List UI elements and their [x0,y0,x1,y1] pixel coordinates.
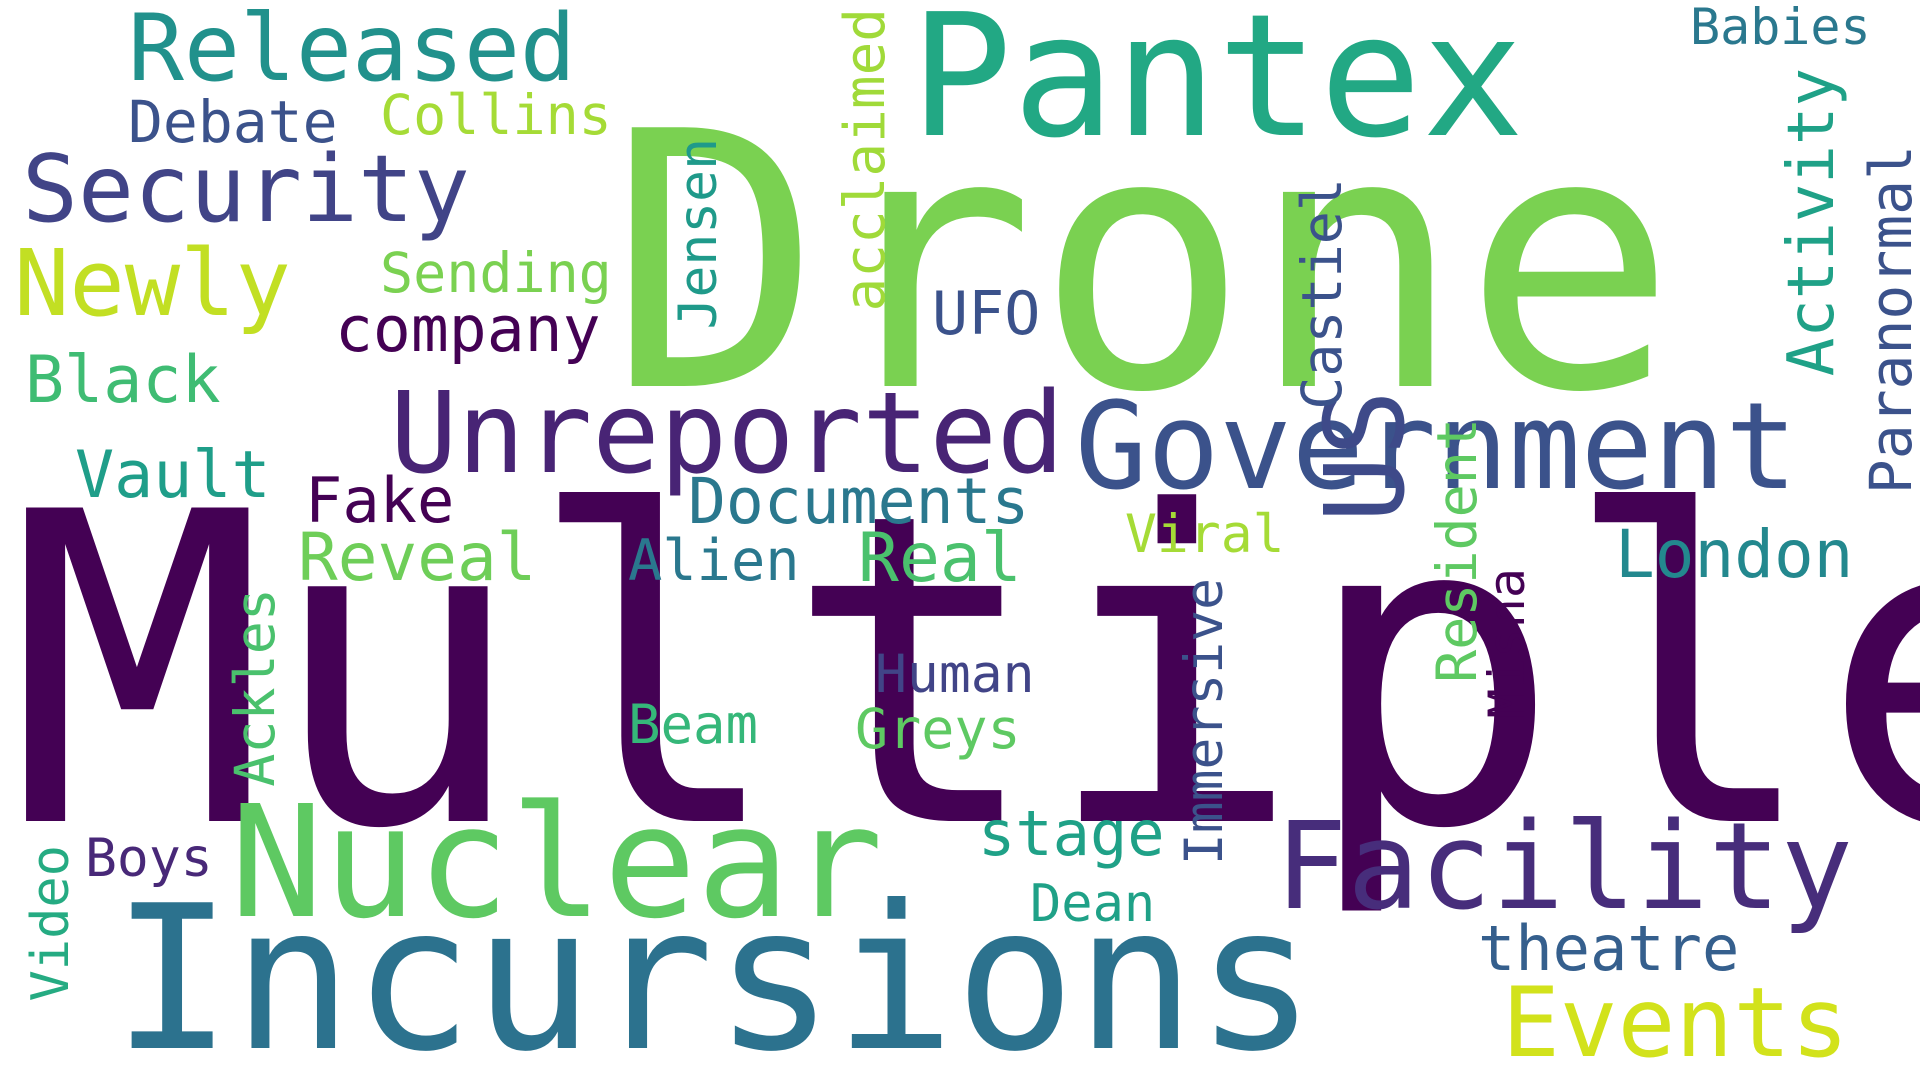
word-alien: Alien [628,528,800,594]
word-fake: Fake [305,464,455,537]
word-sending: Sending [380,241,612,305]
word-viral: Viral [1125,504,1285,565]
word-government: Government [1075,378,1798,517]
word-reveal: Reveal [298,519,537,596]
word-stage: stage [978,797,1165,870]
word-london: London [1615,516,1854,593]
word-paranormal: Paranormal [1857,145,1920,495]
word-nuclear: Nuclear [230,772,884,953]
word-jensen: Jensen [668,138,729,330]
word-babies: Babies [1690,0,1871,56]
word-pantex: Pantex [910,0,1525,176]
word-human: Human [875,644,1035,705]
word-castiel: Castiel [1290,178,1354,410]
word-multiple: Multiple [8,423,1920,923]
word-theatre: theatre [1478,912,1740,985]
word-greys: Greys [855,697,1021,761]
word-unreported: Unreported [390,369,1065,499]
word-released: Released [128,0,576,102]
word-misha: Misha [1478,568,1536,719]
word-boys: Boys [85,828,213,889]
word-events: Events [1502,967,1849,1079]
word-incursions: Incursions [112,863,1317,1080]
word-company: company [335,293,601,366]
word-beam: Beam [628,693,759,756]
word-acclaimed: acclaimed [833,8,898,312]
word-us: US [1301,390,1429,523]
word-facility: Facility [1275,798,1853,937]
word-ufo: UFO [932,279,1041,349]
word-security: Security [22,135,470,243]
word-real: Real [858,519,1022,598]
word-documents: Documents [688,465,1030,538]
word-resident: Resident [1425,418,1489,683]
word-immersive: Immersive [1174,578,1235,866]
word-dean: Dean [1030,874,1156,934]
word-video: Video [21,845,81,1002]
word-collins: Collins [380,83,612,147]
word-debate: Debate [128,88,338,156]
word-activity: Activity [1775,68,1849,377]
word-newly: Newly [14,230,291,337]
word-ackles: Ackles [223,588,287,787]
word-vault: Vault [75,438,271,513]
word-black: Black [25,343,221,418]
word-drone: Drone [608,56,1677,470]
